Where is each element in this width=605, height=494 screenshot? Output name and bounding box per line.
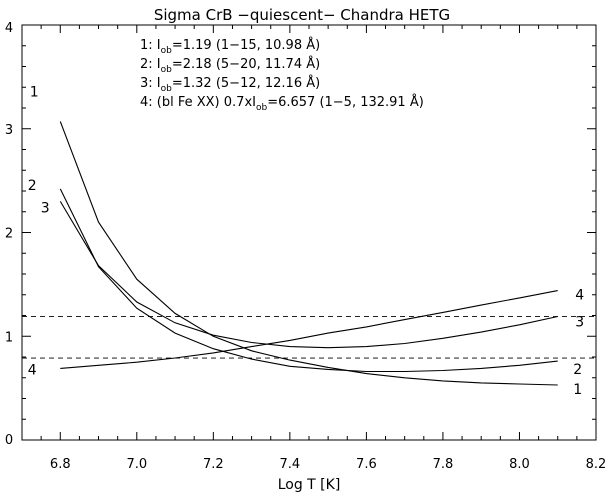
series-label-left-1: 1 <box>30 84 39 100</box>
chart-title: Sigma CrB −quiescent− Chandra HETG <box>154 6 450 24</box>
series-label-right-3: 3 <box>575 315 584 331</box>
y-tick-label: 1 <box>5 330 13 345</box>
y-tick-label: 4 <box>5 21 13 36</box>
legend-entry-3: 3: Iob=1.32 (5−12, 12.16 Å) <box>140 75 320 94</box>
series-label-right-4: 4 <box>575 288 584 304</box>
series-label-left-4: 4 <box>28 362 37 378</box>
legend-entry-4: 4: (bl Fe XX) 0.7xIob=6.657 (1−5, 132.91… <box>140 94 424 113</box>
reference-lines <box>22 316 596 359</box>
x-tick-label: 8.0 <box>509 457 530 472</box>
x-tick-label: 7.4 <box>280 457 301 472</box>
series-label-left-3: 3 <box>41 200 50 216</box>
y-tick-label: 3 <box>5 123 13 138</box>
x-tick-label: 6.8 <box>50 457 71 472</box>
series-group <box>59 121 558 386</box>
series-label-right-1: 1 <box>573 382 582 398</box>
series-line-1 <box>59 121 558 386</box>
series-label-left-2: 2 <box>28 178 37 194</box>
x-tick-label: 8.2 <box>586 457 605 472</box>
x-tick-label: 7.2 <box>203 457 224 472</box>
y-tick-label: 0 <box>5 433 13 448</box>
x-axis: 6.8 7.0 7.2 7.4 7.6 7.8 8.0 8.2 <box>21 25 605 472</box>
series-line-4 <box>60 290 558 369</box>
legend: 1: Iob=1.19 (1−15, 10.98 Å)2: Iob=2.18 (… <box>140 37 424 113</box>
x-tick-label: 7.0 <box>126 457 147 472</box>
series-label-right-2: 2 <box>573 362 582 378</box>
x-tick-label: 7.8 <box>433 457 454 472</box>
series-line-3 <box>59 201 558 349</box>
y-tick-label: 2 <box>5 227 13 242</box>
x-axis-label: Log T [K] <box>278 477 341 493</box>
series-line-2 <box>59 188 558 373</box>
legend-entry-1: 1: Iob=1.19 (1−15, 10.98 Å) <box>140 37 320 56</box>
legend-entry-2: 2: Iob=2.18 (5−20, 11.74 Å) <box>140 56 320 75</box>
x-tick-label: 7.6 <box>356 457 377 472</box>
